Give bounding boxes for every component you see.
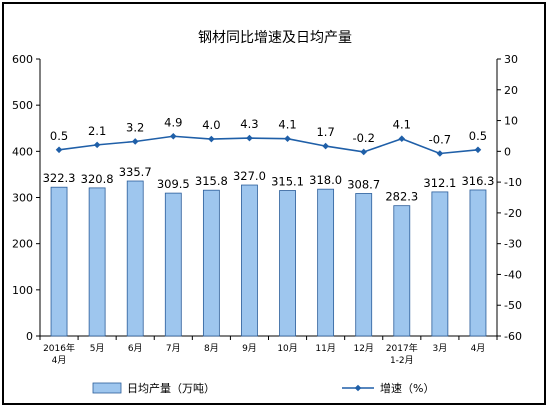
bar-value-label: 315.1 (271, 175, 304, 189)
bar-value-label: 322.3 (43, 171, 76, 185)
x-tick-label: 6月 (128, 343, 143, 354)
bar (50, 186, 68, 337)
line-point (284, 135, 291, 143)
line-value-label: 0.5 (469, 129, 487, 143)
bar (126, 180, 144, 337)
y-right-tick-label: -30 (504, 238, 522, 251)
line-value-label: 3.2 (126, 120, 144, 134)
bar-value-label: 309.5 (157, 177, 190, 191)
bar (469, 189, 487, 337)
line-value-label: 0.5 (50, 129, 68, 143)
y-left-tick-label: 500 (12, 99, 33, 112)
line-point (55, 146, 63, 154)
line-value-label: 1.7 (316, 125, 334, 139)
chart-title: 钢材同比增速及日均产量 (198, 30, 352, 46)
x-tick-label: 1-2月 (390, 355, 414, 366)
bar-value-label: 308.7 (347, 177, 380, 191)
line-point (208, 135, 215, 143)
y-left-tick-label: 400 (12, 145, 33, 158)
line-series (55, 132, 482, 157)
y-right-tick-label: -50 (504, 299, 522, 312)
bar (355, 193, 373, 337)
legend: 日均产量（万吨） 增速（%） (92, 381, 434, 395)
line-value-label: 2.1 (88, 124, 106, 138)
bar-value-label: 318.0 (309, 173, 342, 187)
line-point (322, 142, 329, 150)
bar-value-label: 320.8 (81, 172, 114, 186)
bar-value-label: 312.1 (423, 176, 456, 190)
bar (431, 191, 449, 337)
line-point (398, 135, 406, 143)
line-point (93, 141, 101, 149)
x-tick-label: 11月 (315, 343, 335, 354)
x-tick-label: 9月 (242, 343, 257, 354)
legend-bar-label: 日均产量（万吨） (127, 381, 215, 395)
bar (88, 187, 106, 337)
y-right-tick-label: -60 (504, 330, 522, 343)
bar-data-labels: 322.3 320.8 335.7 309.5 315.8 327.0 315.1 318.0… (43, 165, 495, 204)
legend-line-marker (354, 384, 362, 392)
y-left-tick-label: 600 (12, 53, 33, 66)
y-left-tick-label: 300 (12, 192, 33, 205)
x-tick-label: 4月 (471, 343, 486, 354)
line-point (246, 134, 253, 142)
bar (202, 189, 220, 337)
bar-value-label: 327.0 (233, 169, 266, 183)
x-tick-label: 8月 (204, 343, 219, 354)
line-data-labels: 0.5 2.1 3.2 4.9 4.0 4.3 4.1 1.7 -0.2 4.1 -0.7 0.5 (50, 115, 487, 146)
bar-value-label: 335.7 (119, 165, 152, 179)
line-point (436, 150, 444, 157)
y-left-tick-label: 200 (12, 238, 33, 251)
y-right-tick-label: -10 (504, 176, 522, 189)
bar (393, 205, 411, 337)
line-value-label: 4.1 (393, 118, 411, 132)
y-right-tick-label: 30 (504, 53, 518, 66)
line-value-label: 4.9 (164, 115, 182, 129)
bar (241, 184, 258, 337)
x-tick-label: 7月 (166, 343, 181, 354)
axes: 0 100 200 300 400 500 600 -60 -50 -40 -30 -20 -10 0 10… (12, 53, 522, 343)
bar (317, 188, 335, 337)
y-right-tick-label: 0 (504, 145, 511, 158)
line-value-label: -0.2 (352, 131, 374, 145)
line-point (131, 138, 139, 145)
y-right-tick-label: 20 (504, 84, 518, 97)
line-point (474, 146, 482, 154)
bar (164, 192, 182, 337)
line-value-label: 4.3 (240, 117, 258, 131)
line-point (360, 148, 368, 156)
x-tick-label: 2017年 (386, 342, 418, 354)
y-right-tick-label: -40 (504, 268, 522, 281)
bar (279, 190, 296, 337)
x-tick-label: 12月 (353, 343, 373, 354)
line-point (169, 132, 177, 140)
line-value-label: 4.1 (278, 118, 296, 132)
line-value-label: -0.7 (429, 132, 451, 146)
x-tick-label: 5月 (90, 343, 105, 354)
y-left-tick-label: 0 (26, 330, 33, 343)
x-tick-label: 3月 (433, 343, 448, 354)
x-tick-label: 4月 (52, 355, 67, 366)
line-value-label: 4.0 (202, 118, 220, 132)
x-tick-label: 2016年 (43, 342, 75, 354)
x-tick-label: 10月 (277, 343, 297, 354)
legend-bar-swatch (92, 382, 122, 394)
bar-series (50, 180, 487, 337)
legend-line-label: 增速（%） (380, 381, 434, 395)
bar-value-label: 316.3 (461, 174, 494, 188)
y-right-tick-label: -20 (504, 207, 522, 220)
line-path (58, 135, 479, 155)
y-right-tick-label: 10 (504, 115, 518, 128)
bar-value-label: 282.3 (385, 190, 418, 204)
y-left-tick-label: 100 (12, 284, 33, 297)
bar-value-label: 315.8 (195, 174, 228, 188)
